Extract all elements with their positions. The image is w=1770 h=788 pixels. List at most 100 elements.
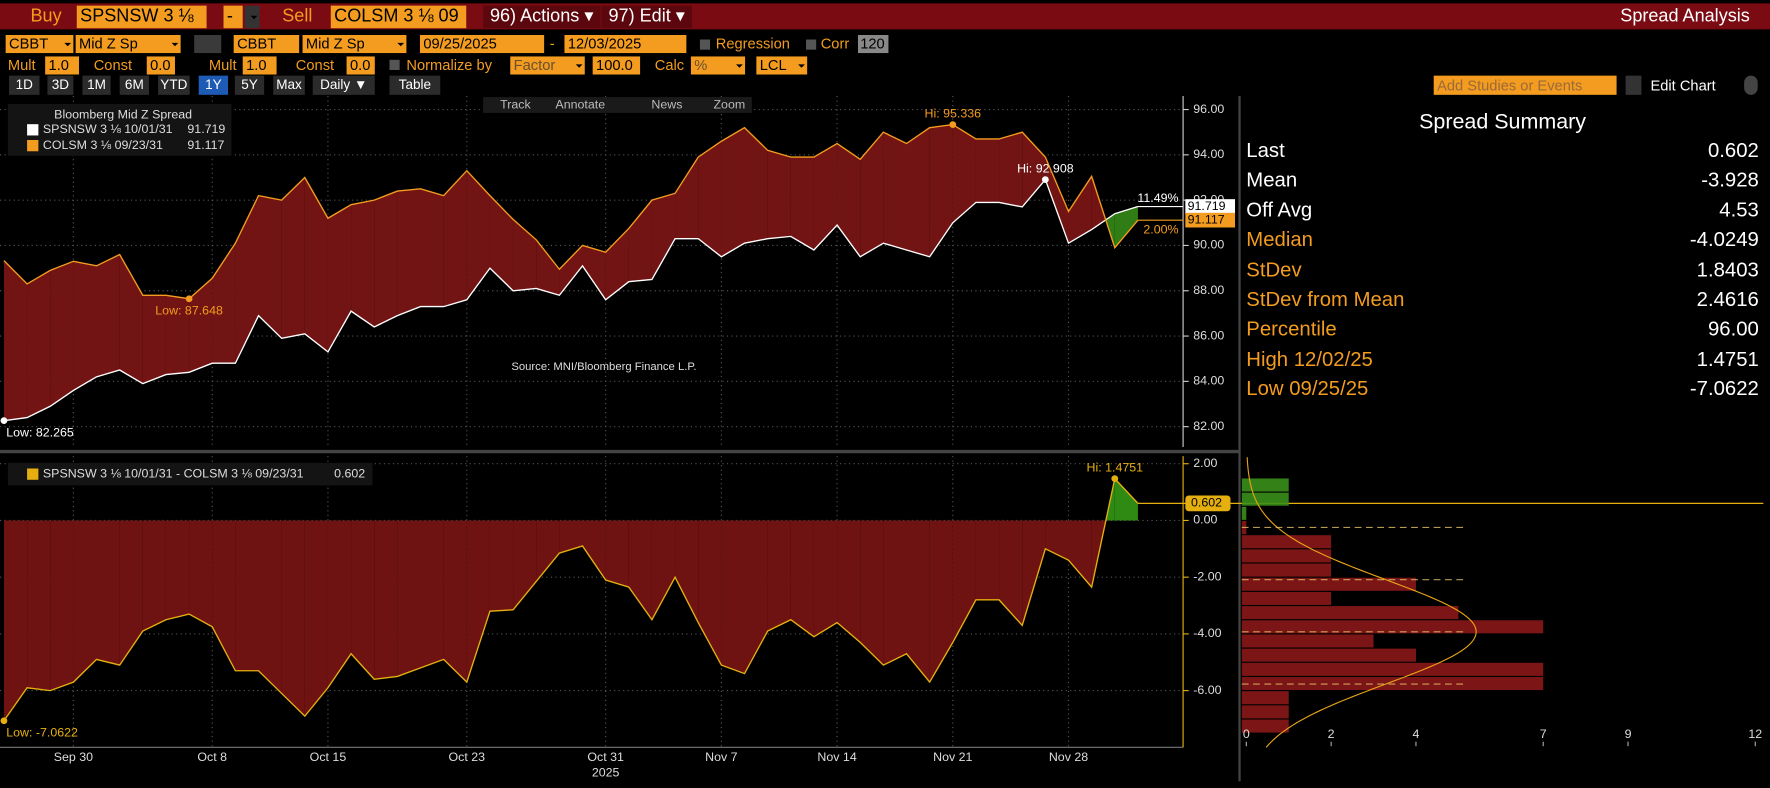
checkbox[interactable]: [389, 59, 400, 70]
y-tick-label: -6.00: [1193, 683, 1221, 697]
x-tick-label: 2: [1328, 727, 1335, 741]
spread-fill: [582, 245, 606, 300]
x-tick-label: 4: [1413, 727, 1420, 741]
range-button[interactable]: 3D: [47, 75, 74, 95]
settings-button[interactable]: [1744, 75, 1758, 95]
x-tick-label: Nov 7: [705, 750, 738, 764]
normal-curve: [1246, 457, 1477, 748]
spread-fill: [1091, 176, 1106, 230]
mult-input[interactable]: 1.0: [45, 56, 80, 75]
histogram-bar: [1241, 719, 1289, 733]
legend-box: [7, 103, 232, 156]
summary-row: Median -4.0249: [1246, 226, 1759, 253]
start-date[interactable]: 09/25/2025: [419, 34, 545, 54]
news-tool[interactable]: News: [651, 98, 683, 112]
range-button[interactable]: 1D: [9, 75, 40, 95]
spread-fill: [351, 200, 375, 327]
spread-fill: [721, 520, 745, 674]
edit-chart-button[interactable]: Edit Chart: [1650, 76, 1716, 94]
zoom-tool[interactable]: Zoom: [713, 98, 746, 112]
legend-value: 0.602: [334, 466, 365, 480]
last-value-label: 91.117: [1188, 212, 1225, 226]
last-value-tag: [1185, 495, 1231, 512]
legend-swatch: [27, 139, 39, 152]
checkbox[interactable]: [806, 39, 817, 50]
factor-input[interactable]: 100.0: [592, 56, 641, 75]
series-line: [3, 123, 1139, 300]
field-select[interactable]: Mid Z Sp: [75, 34, 181, 54]
checkbox[interactable]: [699, 39, 711, 50]
high-label: Hi: 92.908: [1017, 162, 1074, 176]
operator-dropdown[interactable]: [244, 5, 260, 29]
y-tick-label: 82.00: [1193, 419, 1224, 433]
const-input[interactable]: 0.0: [346, 56, 375, 75]
spread-fill: [27, 520, 51, 691]
source-field[interactable]: CBBT: [233, 34, 300, 54]
buy-ticker[interactable]: SPSNSW 3 ⅛: [76, 5, 207, 29]
histogram-bar: [1241, 634, 1374, 648]
actions-menu[interactable]: 96) Actions ▾: [483, 5, 601, 29]
sell-label: Sell: [282, 6, 313, 26]
spread-fill: [212, 243, 236, 364]
spread-fill: [96, 254, 120, 377]
spread-fill: [605, 520, 629, 588]
normalize-select[interactable]: Factor: [510, 56, 585, 75]
collapse-button[interactable]: [1625, 75, 1642, 95]
x-tick-label: Nov 21: [933, 750, 972, 764]
spread-fill: [489, 520, 514, 612]
y-tick-label: 0.00: [1193, 513, 1217, 527]
screen-title: Spread Analysis: [1620, 6, 1750, 26]
spread-fill: [582, 520, 606, 581]
summary-title: Spread Summary: [1419, 110, 1587, 135]
studies-input[interactable]: Add Studies or Events: [1433, 75, 1617, 95]
field-select[interactable]: Mid Z Sp: [302, 34, 407, 54]
summary-row: Low 09/25/25 -7.0622: [1246, 375, 1759, 402]
track-tool[interactable]: Track: [500, 98, 531, 112]
spread-fill: [605, 228, 629, 300]
spread-fill: [721, 127, 745, 257]
mult-input[interactable]: 1.0: [242, 56, 277, 75]
frequency-select[interactable]: Daily ▼: [312, 75, 375, 95]
range-button[interactable]: 1M: [82, 75, 111, 95]
const-input[interactable]: 0.0: [146, 56, 175, 75]
summary-value: -4.0249: [1689, 228, 1759, 251]
range-button[interactable]: Max: [273, 75, 305, 95]
spread-fill: [327, 520, 352, 688]
corr-window[interactable]: 120: [857, 34, 889, 54]
calc-select[interactable]: %: [690, 56, 746, 75]
spread-fill: [837, 520, 861, 643]
table-button[interactable]: Table: [389, 75, 441, 95]
source-field[interactable]: CBBT: [5, 34, 74, 54]
spread-fill: [374, 520, 398, 680]
spread-fill: [1022, 520, 1046, 626]
spread-fill: [628, 520, 652, 620]
range-button[interactable]: YTD: [158, 75, 190, 95]
spread-fill: [883, 520, 907, 666]
spread-fill: [651, 193, 676, 280]
range-button-active[interactable]: 1Y: [198, 75, 229, 95]
histogram-bar: [1241, 478, 1289, 492]
swap-button[interactable]: [194, 34, 222, 54]
spread-fill: [675, 520, 699, 623]
legend-label: SPSNSW 3 ⅛ 10/01/31 - COLSM 3 ⅛ 09/23/31: [43, 466, 304, 480]
legend-title: Bloomberg Mid Z Spread: [54, 107, 192, 121]
spread-fill: [165, 295, 190, 375]
edit-menu[interactable]: 97) Edit ▾: [601, 5, 692, 29]
title-bar: [0, 3, 1770, 30]
currency-select[interactable]: LCL: [756, 56, 808, 75]
spread-fill: [420, 188, 444, 307]
summary-label: StDev from Mean: [1246, 287, 1405, 311]
end-date[interactable]: 12/03/2025: [564, 34, 687, 54]
spread-fill: [513, 219, 537, 291]
spread-fill: [258, 520, 282, 694]
extreme-marker: [949, 121, 957, 128]
low-label: Low: 82.265: [6, 425, 74, 439]
sell-ticker[interactable]: COLSM 3 ⅛ 09: [330, 5, 467, 29]
range-button[interactable]: 5Y: [234, 75, 265, 95]
annotate-tool[interactable]: Annotate: [555, 98, 606, 112]
spread-fill: [929, 520, 953, 683]
range-button[interactable]: 6M: [119, 75, 150, 95]
spread-fill: [906, 127, 930, 257]
operator[interactable]: -: [223, 5, 243, 29]
y-tick-label: 90.00: [1193, 238, 1224, 252]
